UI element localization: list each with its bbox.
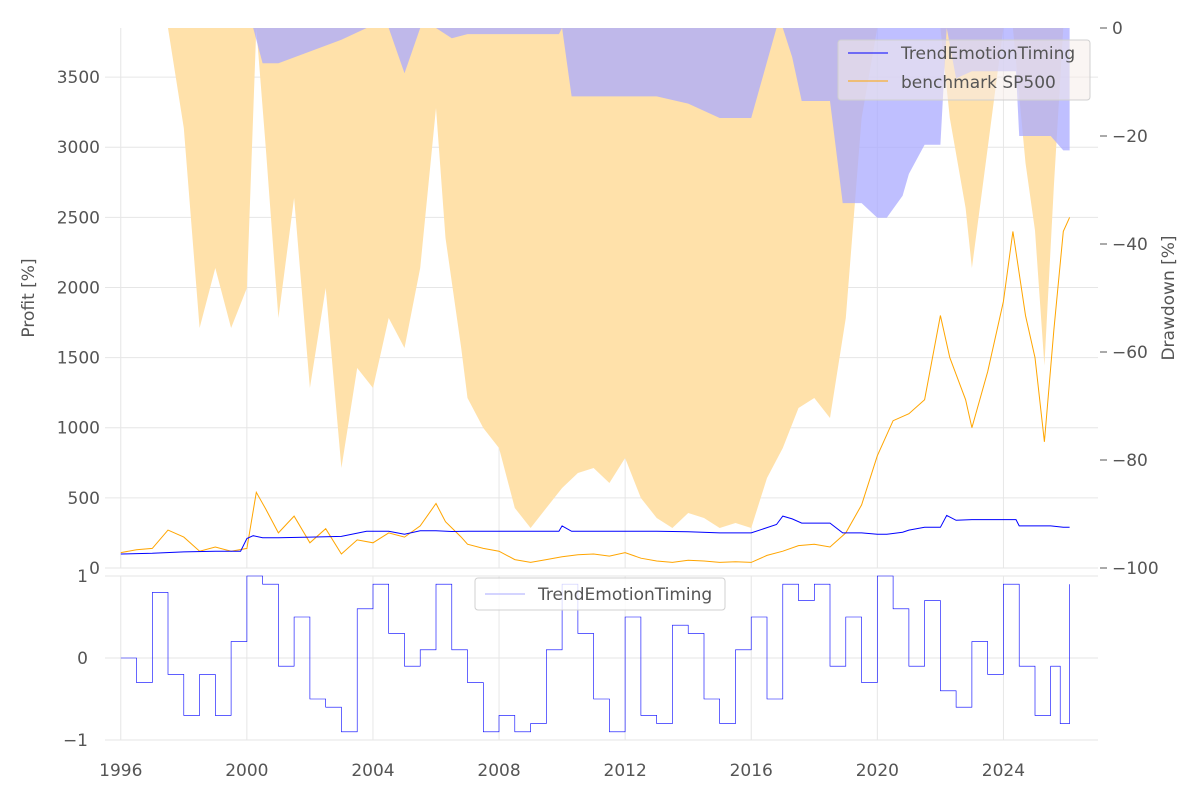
profit-tick-label: 500 xyxy=(68,489,100,509)
legend-label-benchmark: benchmark SP500 xyxy=(901,73,1056,93)
trend-emotion-timing-line xyxy=(120,514,1070,555)
signal-tick-label: −1 xyxy=(63,731,88,751)
bottom-legend: TrendEmotionTiming xyxy=(474,577,726,611)
drawdown-tick-label: −20 xyxy=(1112,127,1148,147)
drawdown-tick-label: −60 xyxy=(1112,343,1148,363)
year-tick-label: 2004 xyxy=(351,761,394,781)
top-legend: TrendEmotionTiming benchmark SP500 xyxy=(837,39,1091,101)
drawdown-tick-label: −100 xyxy=(1112,559,1159,579)
profit-axis-ticks: 0 500 1000 1500 2000 2500 3000 3500 xyxy=(57,68,100,579)
profit-lines xyxy=(120,217,1071,563)
year-tick-label: 2012 xyxy=(604,761,647,781)
signal-tick-label: 0 xyxy=(77,649,88,669)
signal-tick-label: 1 xyxy=(77,567,88,587)
strategy-drawdown-area xyxy=(120,28,1070,218)
profit-tick-label: 3000 xyxy=(57,138,100,158)
signal-axis-ticks: 1 0 −1 xyxy=(63,567,88,751)
drawdown-tick-label: −80 xyxy=(1112,451,1148,471)
year-tick-label: 2020 xyxy=(856,761,899,781)
benchmark-sp500-line xyxy=(120,217,1071,563)
year-tick-label: 2000 xyxy=(225,761,268,781)
legend-label-strategy: TrendEmotionTiming xyxy=(900,44,1075,64)
year-tick-label: 2016 xyxy=(730,761,773,781)
legend-label-signal: TrendEmotionTiming xyxy=(537,585,712,605)
profit-tick-label: 2000 xyxy=(57,278,100,298)
benchmark-drawdown-area xyxy=(120,28,1070,528)
profit-tick-label: 0 xyxy=(89,559,100,579)
drawdown-tick-label: −40 xyxy=(1112,235,1148,255)
profit-tick-label: 1500 xyxy=(57,349,100,369)
profit-tick-label: 1000 xyxy=(57,419,100,439)
year-tick-label: 2024 xyxy=(982,761,1025,781)
profit-axis-label: Profit [%] xyxy=(19,258,39,337)
drawdown-areas xyxy=(120,28,1070,528)
drawdown-axis-label: Drawdown [%] xyxy=(1159,235,1179,360)
signal-line xyxy=(120,575,1070,733)
profit-tick-label: 2500 xyxy=(57,208,100,228)
drawdown-axis-ticks: 0 −20 −40 −60 −80 −100 xyxy=(1100,19,1159,579)
drawdown-tick-label: 0 xyxy=(1112,19,1123,39)
signal-lines xyxy=(120,575,1070,733)
profit-tick-label: 3500 xyxy=(57,68,100,88)
x-axis-ticks: 1996 2000 2004 2008 2012 2016 2020 2024 xyxy=(99,761,1025,781)
year-tick-label: 1996 xyxy=(99,761,142,781)
year-tick-label: 2008 xyxy=(477,761,520,781)
